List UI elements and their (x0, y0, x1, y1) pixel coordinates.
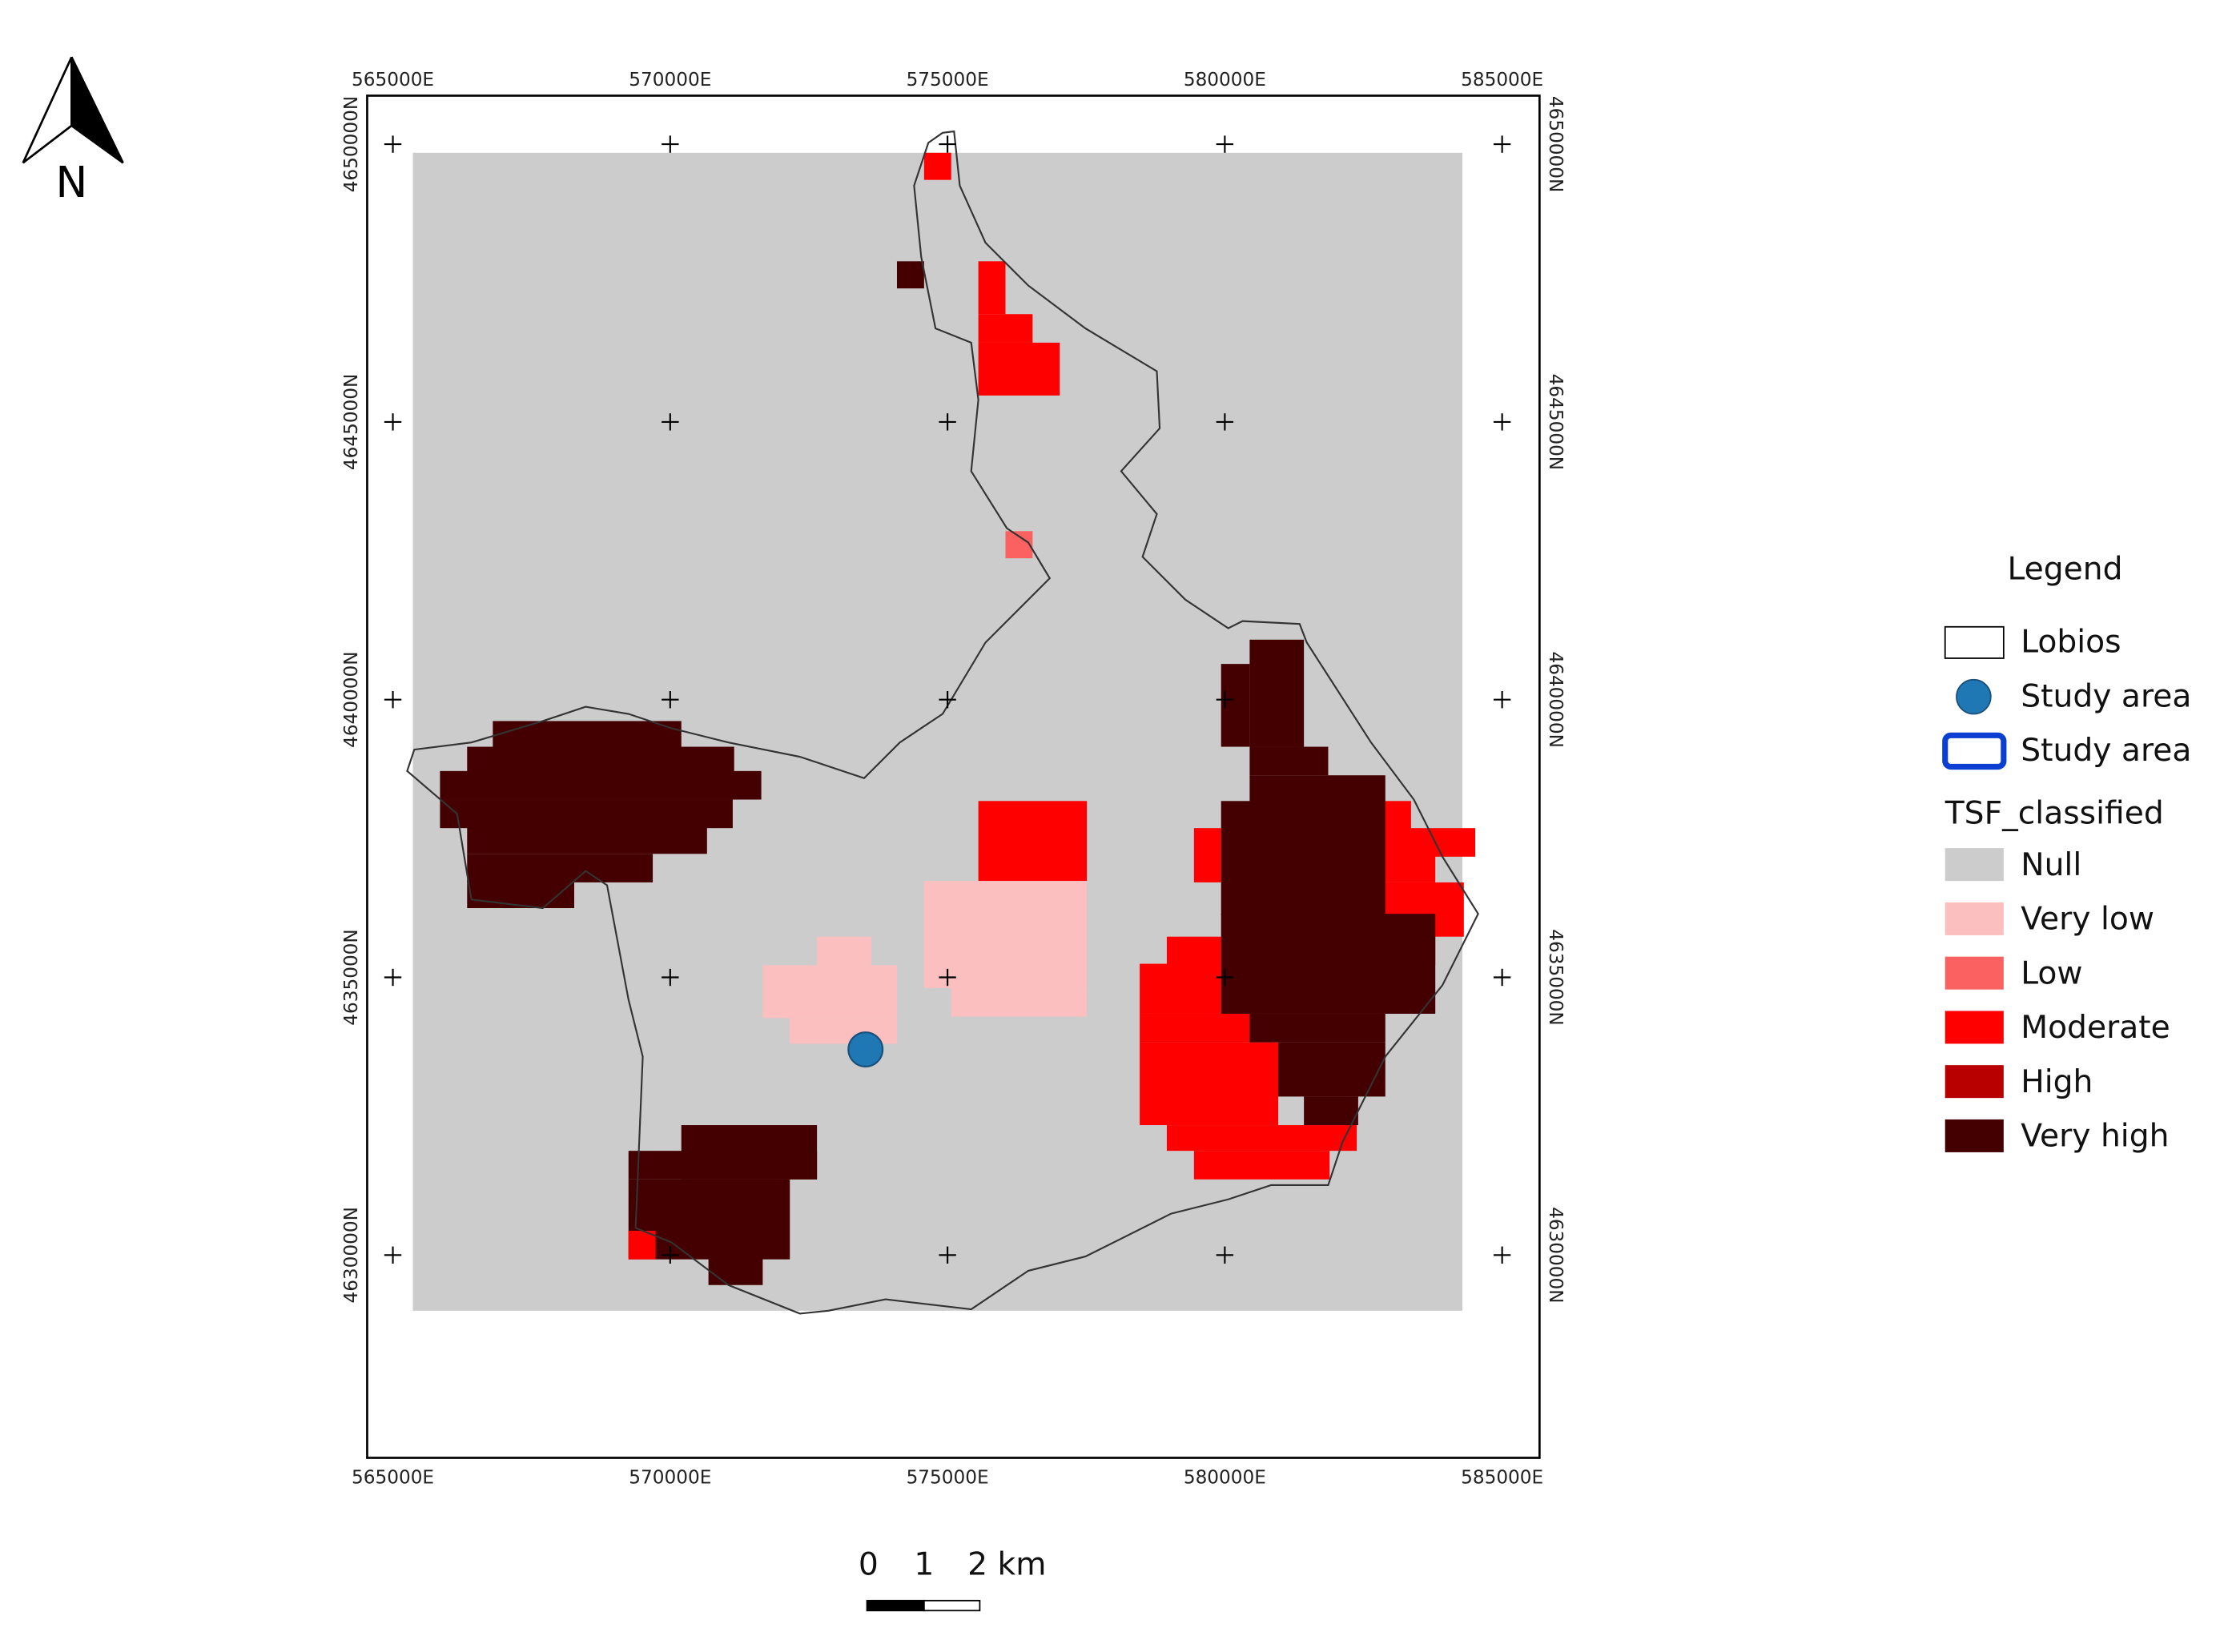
legend-label: Study area (2021, 733, 2191, 769)
raster-cell (1005, 531, 1033, 559)
raster-cell (978, 801, 1088, 882)
x-coord-label: 570000E (629, 69, 711, 90)
x-coord-label: 580000E (1184, 69, 1266, 90)
raster-cell (1221, 664, 1250, 747)
legend-label: Lobios (2021, 625, 2121, 661)
raster-cell (467, 746, 734, 776)
raster-cell (493, 721, 682, 750)
lobios-boundary (406, 130, 1479, 1315)
raster-cell (1249, 639, 1305, 747)
raster-cell (708, 1256, 763, 1285)
x-coord-label: 575000E (907, 69, 989, 90)
legend-classes: Null Very low Low Moderate High Very high (1944, 847, 2170, 1155)
x-coord-label: 565000E (352, 69, 434, 90)
scale-label: 2 km (967, 1547, 1046, 1583)
scale-bar (866, 1599, 925, 1612)
raster-cell (467, 854, 654, 882)
legend-label: Very high (2021, 1119, 2169, 1155)
raster-cell (1166, 1125, 1357, 1152)
x-coord-label: 575000E (907, 1467, 989, 1489)
raster-cell (1249, 746, 1329, 776)
y-coord-label: 4645000N (1545, 374, 1566, 470)
raster-cell (790, 1018, 897, 1044)
x-coord-label: 570000E (629, 1467, 711, 1489)
raster-cell (978, 342, 1060, 396)
legend-swatch (1944, 1119, 2004, 1152)
raster (412, 152, 1476, 1311)
raster-cell (467, 825, 707, 854)
raster-cell (1166, 936, 1221, 966)
raster-cell (1140, 1042, 1279, 1126)
legend-swatch (1944, 902, 2004, 935)
raster-cell (628, 1230, 656, 1260)
legend-label: Moderate (2021, 1010, 2170, 1046)
north-label: N (55, 157, 87, 207)
legend-group-title: TSF_classified (1944, 796, 2164, 832)
raster-cell (1249, 775, 1385, 804)
legend-swatch (1942, 732, 2007, 770)
x-coord-label: 585000E (1461, 69, 1543, 90)
y-coord-label: 4650000N (340, 96, 362, 192)
x-coord-label: 565000E (352, 1467, 434, 1489)
y-coord-label: 4650000N (1545, 96, 1566, 192)
grid: 565000E 565000E 570000E 570000E 575000E 57500… (340, 69, 1566, 1489)
legend-swatch (1944, 1011, 2004, 1044)
raster-cell (1382, 801, 1411, 830)
raster-cell (1221, 801, 1385, 915)
raster-cell (1221, 914, 1436, 1014)
y-coord-label: 4640000N (340, 651, 362, 747)
raster-cell (1140, 1013, 1250, 1043)
legend-swatch (1944, 956, 2004, 990)
x-coord-label: 585000E (1461, 1467, 1543, 1489)
raster-cell (1193, 828, 1221, 882)
raster-cell (923, 152, 951, 180)
legend-label: Null (2021, 847, 2081, 883)
scale-label: 1 (914, 1547, 934, 1583)
raster-cell (467, 879, 575, 909)
raster-cell (440, 770, 762, 800)
raster-cell (1304, 1096, 1358, 1126)
legend-swatch (1944, 625, 2005, 659)
raster-cell (1382, 828, 1476, 857)
raster-cell (1278, 1042, 1385, 1097)
raster-cell (628, 1151, 818, 1180)
legend-swatch (1944, 1065, 2004, 1099)
y-coord-label: 4635000N (340, 929, 362, 1025)
scale-label: 0 (859, 1547, 879, 1583)
y-coord-label: 4640000N (1545, 651, 1566, 747)
y-coord-label: 4630000N (1545, 1207, 1566, 1303)
legend-label: Low (2021, 955, 2082, 991)
raster-cell (978, 314, 1033, 343)
y-coord-label: 4630000N (340, 1207, 362, 1303)
legend-label: High (2021, 1064, 2093, 1100)
raster-cell (1249, 1013, 1385, 1043)
x-coord-label: 580000E (1184, 1467, 1266, 1489)
raster-cell (978, 261, 1006, 315)
legend-label: Study area (2021, 678, 2191, 714)
scale-bar (923, 1599, 981, 1612)
legend-swatch (1956, 678, 1992, 715)
legend-swatch (1944, 848, 2004, 882)
north-arrow-right (70, 56, 124, 164)
y-coord-label: 4635000N (1545, 929, 1566, 1025)
raster-cell (896, 261, 924, 289)
raster-cell (1140, 963, 1221, 1014)
raster-cell (923, 881, 1088, 988)
legend-label: Very low (2021, 902, 2154, 938)
raster-cell (440, 799, 733, 829)
raster-cell (951, 987, 1088, 1017)
raster-cell (1193, 1151, 1330, 1180)
y-coord-label: 4645000N (340, 374, 362, 470)
study-area-point (847, 1031, 884, 1068)
raster-cell (762, 965, 897, 1019)
raster-cell (817, 936, 871, 966)
legend-title: Legend (2007, 552, 2122, 588)
